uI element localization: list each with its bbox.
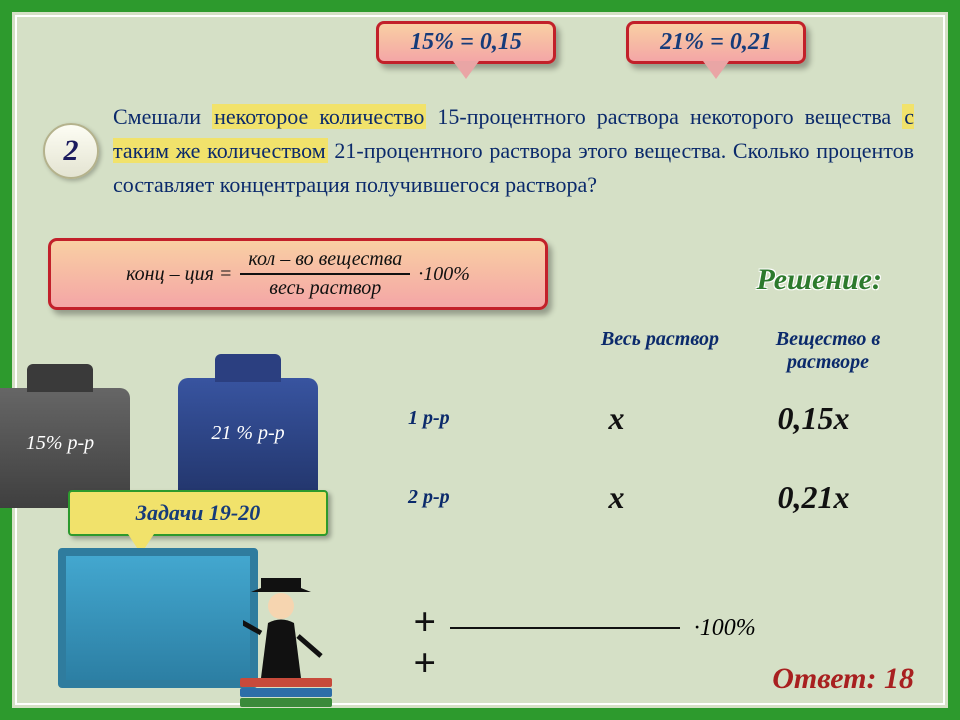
solution-label: Решение: — [756, 263, 882, 297]
cell: x — [518, 400, 715, 437]
solution-table: Весь раствор Вещество в растворе 1 р-р x… — [408, 328, 912, 516]
answer-label: Ответ: 18 — [772, 662, 914, 696]
row-label: 1 р-р — [408, 407, 518, 430]
col-header: Вещество в растворе — [744, 328, 912, 374]
cell: 0,15x — [715, 400, 912, 437]
can-cap-icon — [27, 364, 93, 392]
book-icon — [240, 688, 332, 697]
equation-area: + ·100% + — [413, 598, 756, 686]
chalkboard-icon — [58, 548, 258, 688]
numerator: кол – во вещества — [240, 248, 410, 275]
can-cap-icon — [215, 354, 281, 382]
table-row: 2 р-р x 0,21x — [408, 479, 912, 516]
formula-box: конц – ция = кол – во вещества весь раст… — [48, 238, 548, 310]
book-icon — [240, 698, 332, 707]
cell: 0,21x — [715, 479, 912, 516]
plus-sign: + — [413, 599, 436, 644]
table-header: Весь раствор Вещество в растворе — [408, 328, 912, 374]
formula-lhs: конц – ция = — [126, 263, 232, 286]
row-label: 2 р-р — [408, 486, 518, 509]
note-callout: Задачи 19-20 — [68, 490, 328, 536]
plus-sign: + — [413, 640, 436, 685]
table-row: 1 р-р x 0,15x — [408, 400, 912, 437]
slide-frame: 2 15% = 0,15 21% = 0,21 Смешали некоторо… — [0, 0, 960, 720]
text: Смешали — [113, 104, 212, 129]
callout-right: 21% = 0,21 — [626, 21, 806, 64]
books-icon — [240, 678, 332, 706]
problem-text: Смешали некоторое количество 15-процентн… — [113, 100, 914, 202]
cell: x — [518, 479, 715, 516]
equation-tail: ·100% — [694, 615, 756, 641]
canister-2: 21 % р-р — [178, 378, 318, 498]
can-label: 21 % р-р — [178, 422, 318, 445]
content-area: 2 15% = 0,15 21% = 0,21 Смешали некоторо… — [18, 18, 942, 702]
can-label: 15% р-р — [0, 432, 130, 455]
formula-fraction: кол – во вещества весь раствор — [240, 248, 410, 300]
callout-left: 15% = 0,15 — [376, 21, 556, 64]
fraction-bar — [450, 627, 680, 629]
book-icon — [240, 678, 332, 687]
problem-number-badge: 2 — [43, 123, 99, 179]
highlight: некоторое количество — [212, 104, 426, 129]
text: 15-процентного раствора некоторого вещес… — [426, 104, 902, 129]
denominator: весь раствор — [269, 275, 381, 300]
col-header: Весь раствор — [576, 328, 744, 374]
formula-tail: ·100% — [418, 263, 470, 286]
